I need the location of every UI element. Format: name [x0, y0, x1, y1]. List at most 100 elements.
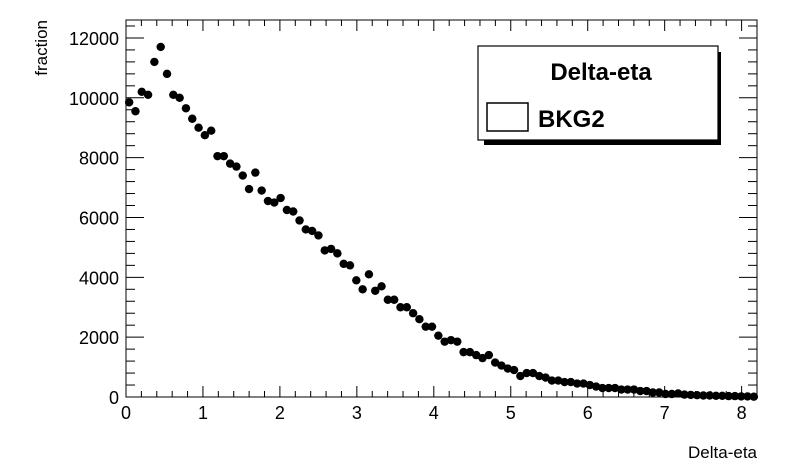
point-marker — [345, 261, 355, 270]
x-tick-label: 7 — [660, 403, 670, 423]
point-marker — [566, 377, 576, 387]
x-tick-labels: 0 1 2 3 4 5 6 7 8 — [121, 403, 747, 423]
point-marker — [389, 295, 399, 304]
x-tick-label: 2 — [275, 403, 285, 423]
data-point — [194, 123, 203, 132]
point-marker — [636, 386, 645, 396]
legend-title: Delta-eta — [550, 59, 652, 86]
point-marker — [194, 123, 203, 132]
data-points — [124, 42, 759, 401]
data-point — [188, 114, 197, 123]
data-point — [326, 244, 336, 254]
point-marker — [654, 388, 664, 397]
point-marker — [181, 104, 191, 113]
data-point — [169, 90, 178, 100]
point-marker — [156, 42, 165, 52]
data-point — [711, 391, 721, 401]
point-marker — [554, 376, 563, 385]
y-tick-label: 10000 — [69, 89, 119, 109]
point-marker — [680, 390, 689, 399]
point-marker — [314, 231, 323, 240]
x-tick-label: 4 — [429, 403, 439, 423]
point-marker — [516, 371, 525, 381]
point-marker — [251, 168, 260, 177]
point-marker — [617, 385, 626, 394]
data-point — [377, 282, 386, 291]
point-marker — [667, 389, 677, 399]
point-marker — [371, 286, 380, 295]
point-marker — [225, 159, 235, 168]
data-point — [137, 87, 146, 97]
axis-ticks — [125, 20, 757, 398]
point-marker — [377, 282, 386, 291]
x-tick-label: 0 — [121, 403, 131, 423]
y-tick-label: 0 — [109, 388, 119, 408]
point-marker — [143, 90, 153, 100]
data-point — [408, 309, 418, 318]
data-point — [162, 69, 172, 79]
point-marker — [705, 391, 714, 400]
point-marker — [642, 386, 651, 396]
data-point — [244, 184, 254, 194]
data-point — [270, 198, 279, 207]
legend-entry-label: BKG2 — [538, 106, 605, 133]
point-marker — [232, 162, 241, 171]
point-marker — [263, 196, 273, 206]
point-marker — [415, 315, 424, 324]
point-marker — [124, 98, 134, 107]
point-marker — [339, 259, 348, 269]
point-marker — [648, 388, 658, 397]
data-point — [175, 93, 184, 102]
point-marker — [396, 303, 405, 312]
point-marker — [743, 392, 752, 401]
data-point — [219, 151, 229, 161]
point-marker — [610, 383, 620, 393]
point-marker — [219, 151, 229, 161]
y-tick-label: 6000 — [79, 208, 119, 228]
point-marker — [591, 382, 601, 391]
point-marker — [686, 390, 695, 400]
data-point — [465, 347, 475, 357]
data-point — [415, 315, 424, 324]
point-marker — [718, 391, 727, 401]
point-marker — [131, 107, 140, 116]
point-marker — [295, 216, 304, 225]
data-point — [307, 226, 317, 236]
point-marker — [276, 193, 285, 203]
data-point — [459, 347, 468, 357]
data-point — [225, 159, 235, 168]
data-point — [516, 371, 525, 381]
point-marker — [238, 171, 247, 180]
point-marker — [661, 389, 670, 399]
point-marker — [364, 270, 374, 279]
data-point — [402, 303, 411, 312]
point-marker — [440, 337, 449, 346]
data-point — [364, 270, 374, 279]
point-marker — [730, 391, 740, 401]
point-marker — [307, 226, 317, 236]
x-tick-label: 5 — [506, 403, 516, 423]
data-point — [541, 373, 550, 382]
point-marker — [497, 361, 506, 370]
point-marker — [522, 368, 531, 378]
point-marker — [320, 246, 329, 255]
data-point — [206, 126, 216, 135]
point-marker — [446, 335, 456, 345]
point-marker — [623, 385, 632, 394]
data-point — [181, 104, 191, 113]
legend-swatch — [486, 102, 529, 132]
y-tick-labels: 0 2000 4000 6000 8000 10000 12000 — [69, 29, 119, 408]
data-point — [150, 57, 159, 67]
point-marker — [490, 358, 500, 367]
point-marker — [465, 347, 475, 357]
data-point — [232, 162, 241, 171]
point-marker — [408, 309, 418, 318]
data-point — [497, 361, 506, 370]
point-marker — [188, 114, 197, 123]
point-marker — [598, 383, 607, 393]
data-point — [389, 295, 399, 304]
point-marker — [169, 90, 178, 100]
x-tick-label: 1 — [198, 403, 208, 423]
x-axis-title: Delta-eta — [688, 443, 758, 462]
